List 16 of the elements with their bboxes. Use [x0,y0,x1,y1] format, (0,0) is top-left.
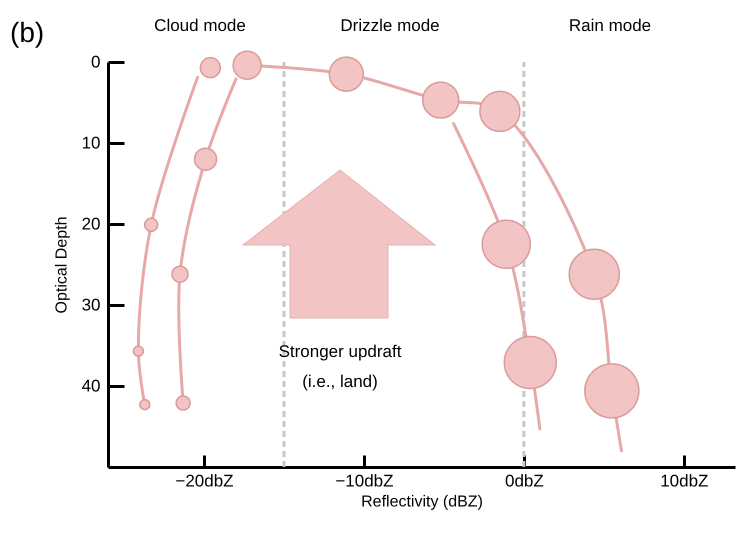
annotation: Stronger updraft (i.e., land) [278,342,402,391]
text: Cloud mode [154,16,246,35]
text: Drizzle mode [340,16,440,35]
x-axis-title: Reflectivity (dBZ) [361,494,483,510]
y-tick-label: 0 [91,52,100,72]
y-tick-label: 10 [82,134,100,152]
y-tick-label: 40 [82,376,100,396]
y-tick-label: 30 [82,296,100,314]
y-tick-label: 20 [82,214,100,234]
x-tick-label: −20dbZ [175,472,234,490]
x-tick-label: −10dbZ [335,472,394,490]
text: (b) [10,17,44,48]
x-tick-label: 10dbZ [660,472,708,490]
text: Rain mode [568,16,652,35]
y-axis-title: Optical Depth [54,216,71,314]
x-tick-label: 0dbZ [504,472,544,490]
